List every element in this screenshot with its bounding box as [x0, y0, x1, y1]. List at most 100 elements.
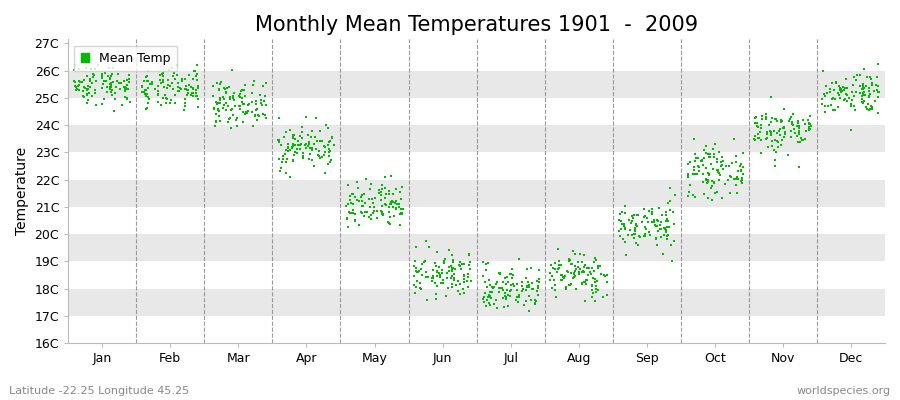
Point — [364, 195, 379, 202]
Point — [845, 89, 859, 95]
Point — [510, 299, 525, 306]
Point — [628, 227, 643, 233]
Point — [837, 87, 851, 93]
Point — [283, 126, 297, 133]
Point — [159, 95, 174, 101]
Point — [618, 239, 633, 245]
Point — [167, 76, 182, 83]
Point — [519, 266, 534, 272]
Point — [189, 93, 203, 99]
Point — [575, 258, 590, 265]
Point — [476, 299, 491, 305]
Point — [826, 86, 841, 93]
Point — [442, 247, 456, 253]
Point — [158, 100, 173, 107]
Point — [715, 162, 729, 168]
Point — [641, 219, 655, 225]
Point — [86, 74, 101, 80]
Point — [655, 212, 670, 218]
Point — [850, 72, 864, 79]
Point — [510, 286, 525, 293]
Point — [864, 76, 878, 83]
Point — [212, 96, 227, 103]
Point — [804, 123, 818, 129]
Point — [544, 273, 559, 280]
Point — [863, 106, 878, 112]
Point — [71, 83, 86, 89]
Point — [574, 268, 589, 275]
Point — [349, 179, 364, 185]
Point — [418, 274, 433, 280]
Point — [734, 178, 749, 184]
Point — [653, 226, 668, 232]
Point — [324, 156, 338, 163]
Point — [578, 279, 592, 285]
Point — [710, 159, 724, 166]
Point — [446, 267, 460, 274]
Point — [833, 89, 848, 95]
Point — [212, 87, 226, 93]
Point — [844, 127, 859, 134]
Point — [522, 282, 536, 288]
Point — [832, 82, 847, 89]
Point — [355, 198, 369, 204]
Point — [701, 179, 716, 185]
Point — [240, 101, 255, 108]
Point — [571, 258, 585, 265]
Point — [518, 286, 533, 293]
Point — [141, 100, 156, 106]
Point — [434, 280, 448, 286]
Point — [505, 266, 519, 272]
Point — [561, 268, 575, 275]
Point — [530, 278, 544, 284]
Point — [104, 71, 119, 77]
Point — [96, 78, 111, 84]
Point — [777, 134, 791, 140]
Point — [764, 130, 778, 136]
Point — [546, 277, 561, 283]
Point — [279, 159, 293, 166]
Point — [862, 94, 877, 100]
Point — [286, 132, 301, 138]
Point — [236, 119, 250, 126]
Point — [683, 182, 698, 188]
Point — [303, 145, 318, 152]
Point — [76, 94, 91, 100]
Point — [507, 283, 521, 290]
Bar — [68, 180, 885, 207]
Point — [730, 175, 744, 182]
Point — [791, 139, 806, 146]
Point — [490, 278, 504, 285]
Point — [449, 282, 464, 288]
Point — [768, 162, 782, 169]
Point — [206, 82, 220, 89]
Bar — [68, 316, 885, 343]
Point — [706, 166, 721, 172]
Point — [185, 90, 200, 96]
Point — [439, 269, 454, 276]
Point — [552, 265, 566, 271]
Point — [801, 117, 815, 124]
Point — [492, 269, 507, 276]
Point — [86, 72, 101, 78]
Point — [733, 162, 747, 169]
Point — [356, 203, 370, 210]
Point — [754, 122, 769, 128]
Point — [272, 115, 286, 121]
Point — [587, 268, 601, 274]
Point — [374, 208, 389, 214]
Point — [492, 285, 507, 291]
Point — [861, 107, 876, 113]
Point — [224, 66, 238, 73]
Point — [165, 80, 179, 86]
Point — [755, 113, 770, 120]
Point — [623, 227, 637, 234]
Point — [687, 164, 701, 170]
Point — [98, 70, 112, 76]
Point — [223, 114, 238, 121]
Point — [697, 147, 711, 154]
Point — [216, 105, 230, 112]
Point — [80, 72, 94, 79]
Point — [572, 268, 586, 275]
Point — [496, 279, 510, 286]
